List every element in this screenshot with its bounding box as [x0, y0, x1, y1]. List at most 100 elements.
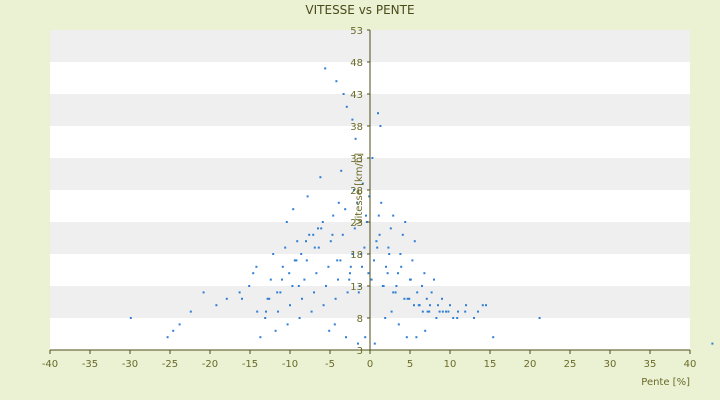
data-point: [321, 221, 324, 223]
data-point: [265, 310, 267, 313]
data-point: [303, 278, 306, 281]
data-point: [129, 317, 132, 319]
data-point: [368, 195, 371, 198]
data-point: [333, 323, 336, 326]
data-point: [327, 265, 330, 268]
data-point: [353, 189, 355, 191]
data-point: [266, 297, 269, 300]
x-tick-label: 10: [444, 359, 457, 370]
x-axis-label: Pente [%]: [641, 377, 690, 388]
data-point: [274, 329, 277, 332]
data-points: [129, 67, 714, 345]
data-point: [449, 304, 451, 307]
data-point: [317, 227, 319, 230]
data-point: [288, 272, 291, 275]
y-tick-label: 43: [350, 90, 363, 101]
y-tick-label: 18: [350, 250, 363, 261]
data-point: [423, 272, 426, 275]
data-point: [320, 227, 323, 230]
data-point: [341, 233, 344, 236]
data-point: [252, 272, 255, 275]
data-point: [397, 272, 399, 275]
data-point: [298, 317, 301, 319]
data-point: [297, 285, 300, 287]
data-point: [340, 169, 343, 172]
data-point: [425, 297, 428, 300]
data-point: [319, 176, 322, 179]
data-point: [392, 214, 395, 217]
data-point: [389, 227, 392, 230]
data-point: [349, 272, 351, 275]
data-point: [399, 253, 402, 255]
data-point: [334, 297, 337, 300]
x-tick-label: -20: [202, 359, 218, 370]
data-point: [346, 291, 349, 294]
data-point: [364, 336, 367, 339]
y-tick-label: 38: [350, 122, 363, 133]
data-point: [456, 317, 459, 319]
data-point: [322, 304, 325, 307]
data-point: [373, 342, 376, 345]
y-tick-label: 23: [350, 218, 363, 229]
data-point: [354, 137, 357, 140]
x-tick-label: -15: [242, 359, 258, 370]
data-point: [269, 278, 272, 281]
y-tick-label: 3: [357, 346, 363, 357]
data-point: [492, 336, 495, 339]
data-point: [387, 246, 390, 249]
data-point: [409, 278, 412, 281]
data-point: [348, 278, 351, 281]
data-point: [310, 310, 313, 313]
x-tick-label: 40: [684, 359, 697, 370]
data-point: [445, 310, 447, 313]
data-point: [361, 182, 364, 185]
data-point: [403, 297, 406, 300]
data-point: [413, 304, 415, 307]
data-point: [289, 304, 291, 307]
data-point: [241, 297, 243, 300]
data-point: [255, 265, 258, 268]
data-point: [332, 214, 335, 217]
y-tick-label: 53: [350, 26, 363, 37]
x-tick-label: -25: [162, 359, 178, 370]
x-tick-label: 15: [484, 359, 497, 370]
data-point: [433, 278, 435, 281]
data-point: [305, 240, 307, 243]
data-point: [295, 259, 298, 262]
data-point: [381, 285, 384, 287]
y-tick-label: 13: [350, 282, 363, 293]
data-point: [328, 329, 331, 332]
data-point: [313, 246, 316, 249]
data-point: [404, 221, 407, 223]
data-point: [473, 317, 475, 319]
data-point: [256, 310, 259, 313]
data-point: [417, 304, 420, 307]
data-point: [538, 317, 541, 319]
data-point: [477, 310, 479, 313]
data-point: [376, 246, 379, 249]
data-point: [384, 317, 387, 319]
data-point: [276, 291, 279, 294]
data-point: [264, 317, 267, 319]
x-tick-label: 25: [564, 359, 577, 370]
data-point: [447, 310, 450, 313]
data-point: [421, 285, 423, 287]
data-point: [317, 246, 320, 249]
data-point: [300, 253, 303, 255]
data-point: [351, 118, 354, 121]
data-point: [380, 201, 383, 204]
y-tick-label: 28: [350, 186, 363, 197]
x-tick-label: -10: [282, 359, 298, 370]
data-point: [331, 233, 334, 236]
data-point: [178, 323, 181, 326]
data-point: [284, 246, 287, 249]
data-point: [351, 253, 354, 255]
data-point: [285, 221, 288, 223]
data-point: [353, 227, 356, 230]
data-point: [411, 259, 414, 262]
data-point: [394, 291, 397, 294]
data-point: [371, 157, 374, 159]
data-point: [395, 285, 398, 287]
data-point: [268, 297, 271, 300]
